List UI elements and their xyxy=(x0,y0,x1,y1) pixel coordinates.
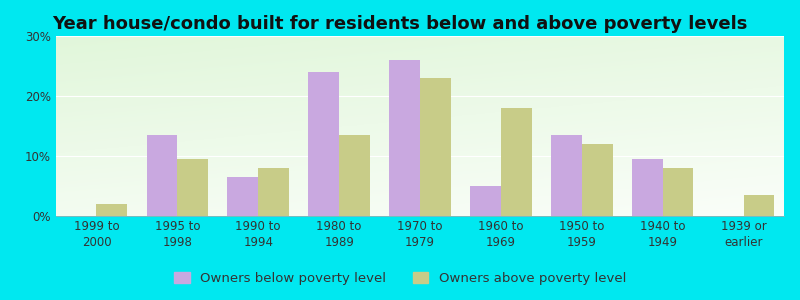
Bar xyxy=(227,177,258,216)
Bar xyxy=(662,168,694,216)
Bar xyxy=(97,204,127,216)
Bar xyxy=(420,78,450,216)
Bar xyxy=(632,159,662,216)
Bar xyxy=(339,135,370,216)
Bar xyxy=(582,144,613,216)
Bar xyxy=(390,60,420,216)
Legend: Owners below poverty level, Owners above poverty level: Owners below poverty level, Owners above… xyxy=(169,267,631,290)
Bar xyxy=(146,135,178,216)
Text: Year house/condo built for residents below and above poverty levels: Year house/condo built for residents bel… xyxy=(52,15,748,33)
Bar xyxy=(501,108,532,216)
Bar xyxy=(178,159,208,216)
Bar xyxy=(743,195,774,216)
Bar xyxy=(551,135,582,216)
Bar xyxy=(258,168,289,216)
Bar xyxy=(470,186,501,216)
Bar xyxy=(308,72,339,216)
